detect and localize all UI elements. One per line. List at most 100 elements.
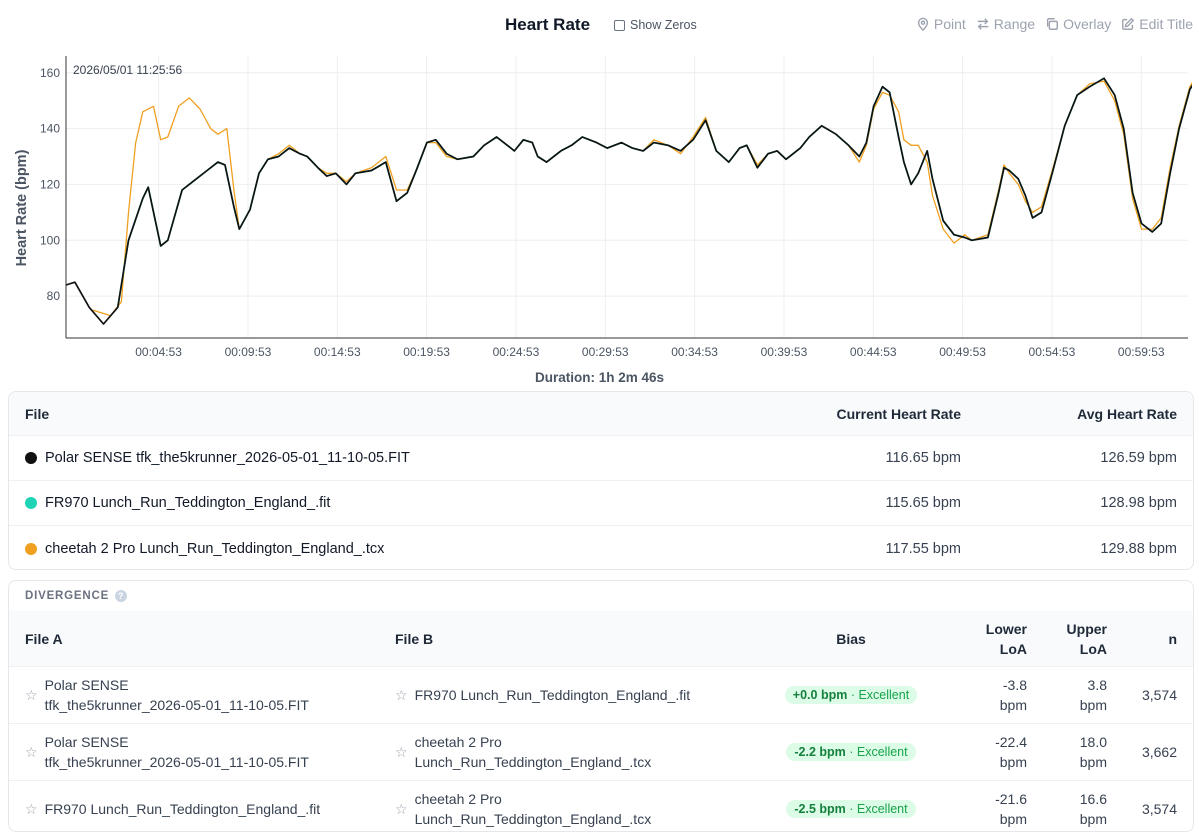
show-zeros-checkbox[interactable] <box>614 19 625 31</box>
file-a-cell: ☆ FR970 Lunch_Run_Teddington_England_.fit <box>9 799 395 819</box>
file-a-cell: ☆ Polar SENSE tfk_the5krunner_2026-05-01_1… <box>9 732 395 772</box>
current-hr-cell: 117.55 bpm <box>885 540 961 557</box>
star-icon[interactable]: ☆ <box>25 686 38 703</box>
duration-label: Duration: 1h 2m 46s <box>534 370 665 385</box>
y-tick-label: 160 <box>40 66 60 80</box>
divergence-row: ☆ Polar SENSE tfk_the5krunner_2026-05-01_1… <box>9 666 1193 723</box>
series-color-dot <box>25 497 37 509</box>
bias-value: +0.0 bpm <box>792 688 848 702</box>
series-color-dot <box>25 452 37 464</box>
bias-rating: · Excellent <box>845 745 908 759</box>
file-name-cell: Polar SENSE tfk_the5krunner_2026-05-01_1… <box>9 450 737 466</box>
chart-svg[interactable]: 80 100 120 140 160 00:04:53 00:09:53 00:14:53 00… <box>8 52 1199 370</box>
file-column-header: File <box>25 405 50 422</box>
file-a-name: Polar SENSE <box>44 734 129 750</box>
file-a-name-cont: tfk_the5krunner_2026-05-01_11-10-05.FIT <box>44 697 309 713</box>
range-tool-button[interactable]: Range <box>976 16 1035 32</box>
overlay-tool-button[interactable]: Overlay <box>1045 16 1111 32</box>
file-table-header: File Current Heart Rate Avg Heart Rate <box>9 392 1193 436</box>
n-cell: 3,574 <box>1141 801 1177 817</box>
file-row[interactable]: Polar SENSE tfk_the5krunner_2026-05-01_1… <box>9 436 1193 481</box>
file-b-name: FR970 Lunch_Run_Teddington_England_.fit <box>414 687 691 703</box>
edit-title-button[interactable]: Edit Title <box>1121 16 1193 32</box>
upper-loa-cell: 16.6 bpm <box>1027 789 1107 829</box>
point-tool-label: Point <box>933 16 966 32</box>
x-tick-label: 00:34:53 <box>671 345 718 359</box>
file-a-name-cont: tfk_the5krunner_2026-05-01_11-10-05.FIT <box>44 754 309 770</box>
y-tick-label: 80 <box>47 289 61 303</box>
x-tick-label: 00:19:53 <box>403 345 450 359</box>
star-icon[interactable]: ☆ <box>395 686 408 703</box>
y-axis-label: Heart Rate (bpm) <box>14 149 30 267</box>
n-cell: 3,574 <box>1141 687 1177 703</box>
cursor-timestamp: 2026/05/01 11:25:56 <box>73 63 183 77</box>
upper-loa-header: Upper LoA <box>1066 620 1107 657</box>
file-b-name: cheetah 2 Pro <box>414 791 502 807</box>
file-b-name: cheetah 2 Pro <box>414 734 502 750</box>
file-row[interactable]: cheetah 2 Pro Lunch_Run_Teddington_Engla… <box>9 526 1193 569</box>
bias-header: Bias <box>836 630 866 647</box>
bias-badge: +0.0 bpm · Excellent <box>784 686 918 704</box>
x-tick-label: 00:39:53 <box>761 345 808 359</box>
file-b-header: File B <box>395 630 434 647</box>
x-tick-label: 00:29:53 <box>582 345 629 359</box>
bias-rating: · Excellent <box>845 802 908 816</box>
current-hr-cell: 115.65 bpm <box>885 495 961 511</box>
upper-loa-value: 18.0 <box>1079 734 1107 750</box>
lower-loa-value: -21.6 <box>995 791 1027 807</box>
divergence-panel: DIVERGENCE ? File A File B Bias Lower LoA… <box>8 580 1194 832</box>
x-tick-label: 00:14:53 <box>314 345 361 359</box>
lower-loa-header: Lower LoA <box>985 620 1027 657</box>
upper-loa-cell: 18.0 bpm <box>1027 732 1107 772</box>
show-zeros-toggle[interactable]: Show Zeros <box>614 18 697 32</box>
point-tool-button[interactable]: Point <box>916 16 966 32</box>
help-icon[interactable]: ? <box>115 590 128 602</box>
divergence-row: ☆ FR970 Lunch_Run_Teddington_England_.fit… <box>9 780 1193 831</box>
file-name-cell: FR970 Lunch_Run_Teddington_England_.fit <box>9 495 737 511</box>
file-b-name-cont: Lunch_Run_Teddington_England_.tcx <box>414 754 652 770</box>
file-row[interactable]: FR970 Lunch_Run_Teddington_England_.fit 1… <box>9 481 1193 526</box>
file-name: FR970 Lunch_Run_Teddington_England_.fit <box>45 495 331 511</box>
heart-rate-chart[interactable]: 80 100 120 140 160 00:04:53 00:09:53 00:14:53 00… <box>8 52 1199 390</box>
chart-toolbar: Point Range Overlay Edit Title <box>916 16 1193 32</box>
star-icon[interactable]: ☆ <box>395 743 408 760</box>
series-line <box>65 73 1199 325</box>
n-cell: 3,662 <box>1141 744 1177 760</box>
lower-loa-cell: -3.8 bpm <box>937 675 1027 715</box>
file-name: Polar SENSE tfk_the5krunner_2026-05-01_1… <box>45 450 410 466</box>
star-icon[interactable]: ☆ <box>395 800 408 817</box>
file-b-cell: ☆ FR970 Lunch_Run_Teddington_England_.fit <box>395 685 765 705</box>
star-icon[interactable]: ☆ <box>25 800 38 817</box>
bias-cell: -2.5 bpm · Excellent <box>765 800 937 818</box>
divergence-header: File A File B Bias Lower LoA Upper LoA n <box>9 611 1193 666</box>
divergence-title-text: DIVERGENCE <box>25 590 110 602</box>
lower-loa-unit: bpm <box>999 754 1027 770</box>
divergence-title: DIVERGENCE ? <box>9 581 1193 611</box>
star-icon[interactable]: ☆ <box>25 743 38 760</box>
y-tick-label: 100 <box>40 233 60 247</box>
avg-hr-cell: 128.98 bpm <box>1100 495 1177 511</box>
upper-loa-cell: 3.8 bpm <box>1027 675 1107 715</box>
avg-hr-cell: 126.59 bpm <box>1100 450 1177 466</box>
lower-loa-value: -3.8 <box>1002 677 1027 693</box>
x-tick-label: 00:44:53 <box>850 345 897 359</box>
avg-hr-cell: 129.88 bpm <box>1100 540 1177 557</box>
bias-cell: -2.2 bpm · Excellent <box>765 743 937 761</box>
file-a-name: Polar SENSE <box>44 677 129 693</box>
bias-rating: · Excellent <box>847 688 910 702</box>
lower-loa-cell: -22.4 bpm <box>937 732 1027 772</box>
arrows-swap-icon <box>977 18 989 30</box>
chart-title: Heart Rate <box>505 15 591 34</box>
edit-icon <box>1122 17 1135 30</box>
file-b-cell: ☆ cheetah 2 Pro Lunch_Run_Teddington_Engla… <box>395 732 765 772</box>
lower-loa-value: -22.4 <box>995 734 1027 750</box>
file-a-cell: ☆ Polar SENSE tfk_the5krunner_2026-05-01_1… <box>9 675 395 715</box>
y-tick-label: 140 <box>40 122 60 136</box>
overlay-tool-label: Overlay <box>1063 16 1112 32</box>
file-name: cheetah 2 Pro Lunch_Run_Teddington_Engla… <box>45 540 385 557</box>
bias-value: -2.2 bpm <box>794 745 846 759</box>
show-zeros-label: Show Zeros <box>630 18 697 32</box>
chart-header: Heart Rate Show Zeros Point Range Overla… <box>0 0 1199 52</box>
range-tool-label: Range <box>993 16 1036 32</box>
file-b-cell: ☆ cheetah 2 Pro Lunch_Run_Teddington_Engla… <box>395 789 765 829</box>
